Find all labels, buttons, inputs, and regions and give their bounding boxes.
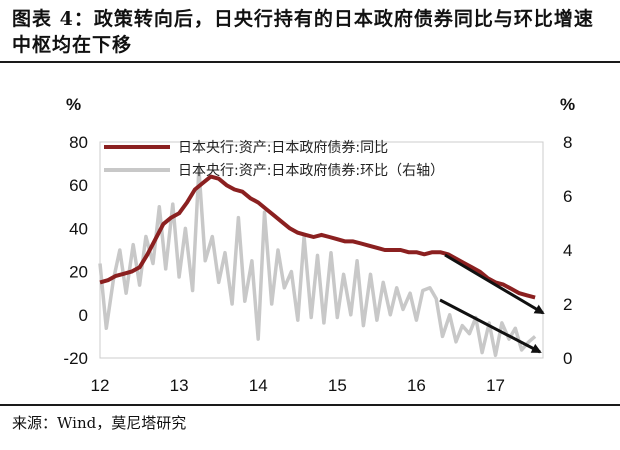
right-tick-label: 0: [563, 349, 572, 368]
x-tick-label: 12: [91, 376, 110, 395]
chart-title: 图表 4：政策转向后，日央行持有的日本政府债券同比与环比增速中枢均在下移: [12, 8, 594, 56]
x-axis-ticks: 12 13 14 15 16 17: [91, 376, 505, 395]
trend-arrow-mom: [439, 298, 542, 354]
series-line-yoy: [99, 174, 536, 300]
x-tick-label: 14: [249, 376, 268, 395]
series-line-mom: [98, 167, 537, 358]
right-tick-label: 2: [563, 295, 572, 314]
chart-figure: % % -20 0 20 40 60 80 0 2 4 6 8 12 13 14 15 16 17 日本央行…: [63, 95, 575, 395]
trend-arrow-yoy: [444, 253, 545, 315]
x-tick-label: 13: [170, 376, 189, 395]
right-tick-label: 8: [563, 133, 572, 152]
right-tick-label: 4: [563, 241, 572, 260]
right-axis-ticks: 0 2 4 6 8: [563, 133, 572, 368]
plot-frame: [99, 141, 544, 359]
series-layer: [98, 167, 537, 358]
legend-label-yoy: 日本央行:资产:日本政府债券:同比: [178, 140, 388, 156]
left-tick-label: 60: [69, 176, 88, 195]
left-tick-label: 40: [69, 219, 88, 238]
left-tick-label: -20: [63, 349, 88, 368]
x-tick-label: 17: [486, 376, 505, 395]
left-tick-label: 0: [79, 306, 88, 325]
x-tick-label: 16: [407, 376, 426, 395]
top-divider: [0, 61, 620, 63]
left-axis-unit: %: [66, 95, 81, 114]
legend-label-mom: 日本央行:资产:日本政府债券:环比（右轴）: [178, 163, 444, 179]
left-axis-ticks: -20 0 20 40 60 80: [63, 133, 88, 368]
source-note: 来源：Wind，莫尼塔研究: [12, 414, 187, 432]
left-tick-label: 80: [69, 133, 88, 152]
right-tick-label: 6: [563, 187, 572, 206]
bottom-divider: [0, 404, 620, 406]
x-tick-label: 15: [328, 376, 347, 395]
right-axis-unit: %: [560, 95, 575, 114]
left-tick-label: 20: [69, 263, 88, 282]
